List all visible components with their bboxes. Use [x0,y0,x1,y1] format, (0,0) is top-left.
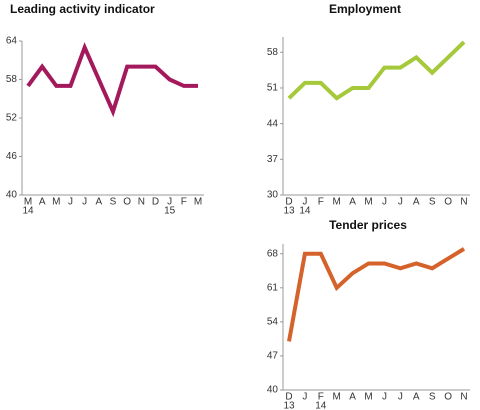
x-tick-label: A [39,197,46,208]
x-tick-label: N [138,197,145,208]
x-tick-label: S [110,197,117,208]
x-tick-label: O [444,392,452,403]
y-tick-label: 44 [267,118,279,129]
x-tick-label: M [364,197,372,208]
chart-title: Leading activity indicator [10,2,155,16]
data-line [287,40,466,101]
x-year-label: 14 [315,401,327,410]
x-tick-label: J [382,392,387,403]
x-tick-label: J [82,197,87,208]
data-line [287,247,466,342]
x-tick-label: M [52,197,60,208]
chart-title: Employment [329,2,401,16]
x-tick-label: D [285,197,292,208]
x-tick-label: J [302,392,307,403]
x-tick-label: F [318,197,324,208]
x-tick-label: J [302,197,307,208]
x-tick-label: M [333,392,341,403]
y-tick-label: 37 [267,154,279,165]
y-tick-label: 52 [6,113,18,124]
y-tick-label: 40 [6,190,18,201]
x-tick-label: A [349,197,356,208]
x-tick-label: A [95,197,102,208]
x-tick-label: J [398,197,403,208]
x-tick-label: J [167,197,172,208]
x-tick-label: D [285,392,292,403]
x-year-label: 13 [283,206,295,217]
x-tick-label: D [152,197,159,208]
x-tick-label: J [68,197,73,208]
x-year-label: 15 [164,206,176,217]
x-tick-label: O [123,197,131,208]
chart-title: Tender prices [329,218,407,232]
y-tick-label: 64 [6,36,18,47]
data-line [26,42,198,118]
x-tick-label: F [318,392,324,403]
x-tick-label: A [349,392,356,403]
y-tick-label: 68 [267,248,279,259]
y-tick-label: 47 [267,351,279,362]
x-tick-label: A [413,392,420,403]
y-tick-label: 54 [267,317,279,328]
x-year-label: 14 [22,206,34,217]
x-tick-label: M [333,197,341,208]
y-tick-label: 46 [6,151,18,162]
x-tick-label: M [194,197,202,208]
x-tick-label: M [364,392,372,403]
x-year-label: 14 [299,206,311,217]
y-tick-label: 58 [6,74,18,85]
x-tick-label: S [429,392,436,403]
x-tick-label: N [460,197,467,208]
x-tick-label: F [181,197,187,208]
x-tick-label: M [24,197,32,208]
y-tick-label: 40 [267,385,279,396]
x-tick-label: O [444,197,452,208]
x-tick-label: N [460,392,467,403]
y-tick-label: 58 [267,47,279,58]
x-year-label: 13 [283,401,295,410]
x-tick-label: S [429,197,436,208]
x-tick-label: J [398,392,403,403]
y-tick-label: 30 [267,190,279,201]
x-tick-label: A [413,197,420,208]
x-tick-label: J [382,197,387,208]
y-tick-label: 61 [267,282,279,293]
y-tick-label: 51 [267,83,279,94]
